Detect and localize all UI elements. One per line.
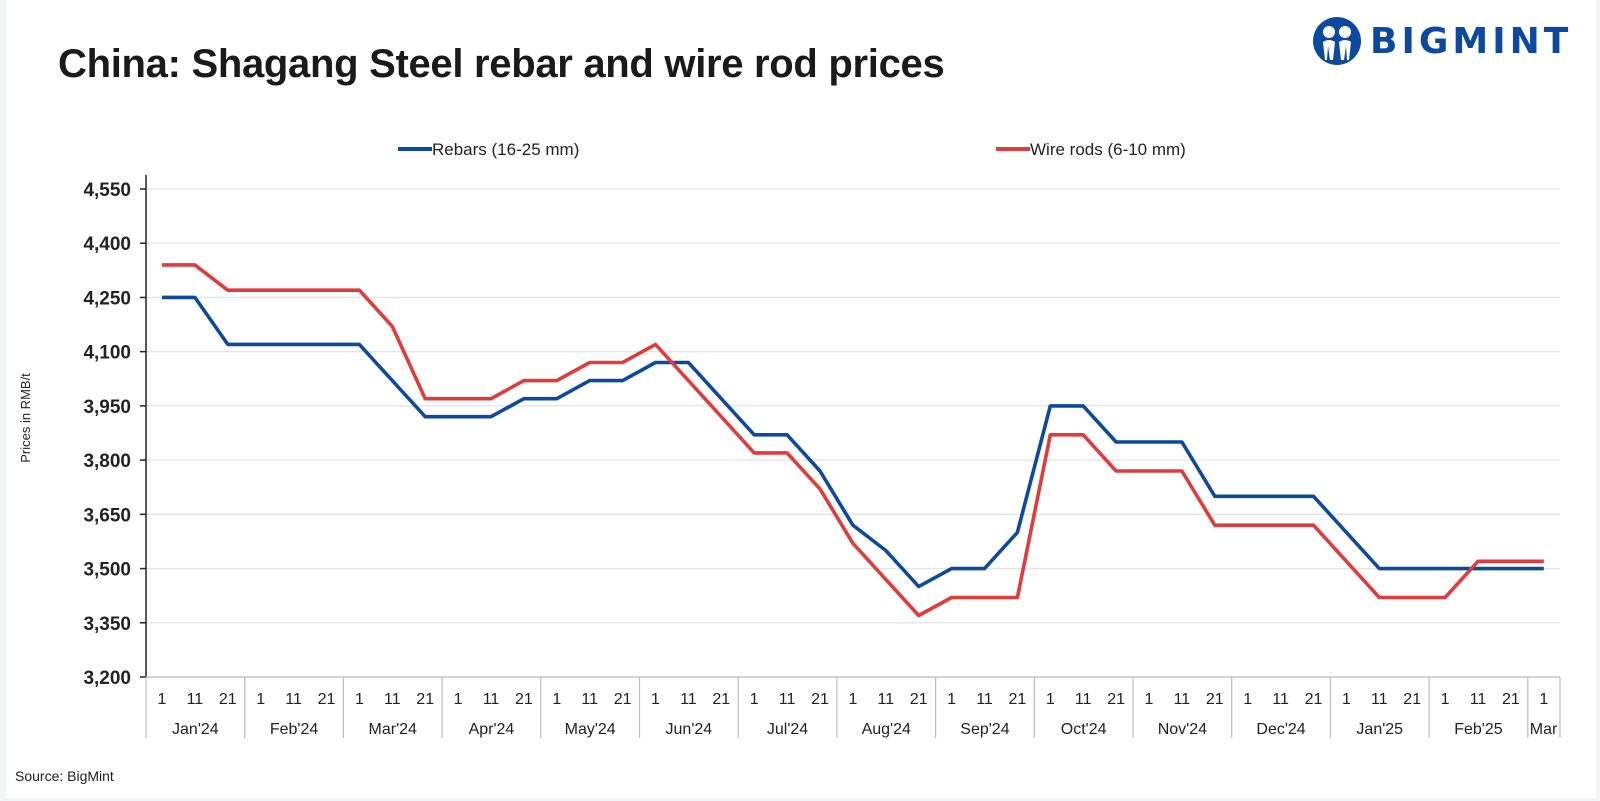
x-month-label: Aug'24 [862, 721, 911, 738]
x-month-label: May'24 [565, 721, 616, 738]
x-month-label: Apr'24 [469, 721, 515, 738]
x-month-label: Feb'24 [270, 721, 319, 738]
x-day-tick-label: 1 [651, 691, 660, 708]
x-month-label: Oct'24 [1061, 721, 1107, 738]
x-month-label: Nov'24 [1158, 721, 1207, 738]
x-day-tick-label: 21 [1403, 691, 1421, 708]
x-day-tick-label: 11 [384, 691, 401, 708]
x-month-label: Jan'24 [172, 721, 219, 738]
x-day-tick-label: 1 [1046, 691, 1055, 708]
x-day-tick-label: 21 [712, 691, 730, 708]
y-tick-label: 3,650 [83, 505, 131, 526]
chart-card [6, 0, 1596, 798]
x-day-tick-label: 11 [1272, 691, 1289, 708]
x-day-tick-label: 21 [614, 691, 632, 708]
bigmint-people-icon [1313, 17, 1361, 65]
x-day-tick-label: 11 [1470, 691, 1487, 708]
x-day-tick-label: 1 [1243, 691, 1252, 708]
x-day-tick-label: 21 [416, 691, 434, 708]
x-day-tick-label: 1 [158, 691, 167, 708]
x-month-label: Sep'24 [960, 721, 1009, 738]
x-day-tick-label: 11 [976, 691, 993, 708]
x-day-tick-label: 1 [1342, 691, 1351, 708]
x-month-label: Jun'24 [666, 721, 713, 738]
y-axis-label: Prices in RMB/t [18, 373, 33, 463]
x-day-tick-label: 11 [483, 691, 500, 708]
x-day-tick-label: 1 [848, 691, 857, 708]
x-month-label: Feb'25 [1454, 721, 1503, 738]
x-month-label: Jul'24 [767, 721, 808, 738]
x-day-tick-label: 1 [1441, 691, 1450, 708]
chart-title: China: Shagang Steel rebar and wire rod … [58, 42, 945, 86]
x-day-tick-label: 21 [1107, 691, 1125, 708]
x-day-tick-label: 21 [515, 691, 533, 708]
x-day-tick-label: 21 [1009, 691, 1027, 708]
y-tick-label: 3,950 [83, 397, 131, 418]
x-day-tick-label: 1 [750, 691, 759, 708]
x-day-tick-label: 11 [187, 691, 204, 708]
x-day-tick-label: 11 [285, 691, 302, 708]
y-tick-label: 3,500 [83, 560, 131, 581]
x-day-tick-label: 11 [877, 691, 894, 708]
bigmint-logo: BIGMINT [1312, 16, 1572, 66]
x-day-tick-label: 21 [318, 691, 336, 708]
gridlines [146, 188, 1560, 624]
legend-label: Wire rods (6-10 mm) [1030, 140, 1186, 159]
x-day-tick-label: 1 [1145, 691, 1154, 708]
y-tick-label: 3,200 [83, 668, 131, 689]
y-tick-label: 4,400 [83, 234, 131, 255]
x-day-tick-label: 21 [1502, 691, 1520, 708]
legend-label: Rebars (16-25 mm) [432, 140, 579, 159]
x-day-tick-label: 11 [1174, 691, 1191, 708]
x-day-tick-label: 21 [910, 691, 928, 708]
x-day-tick-label: 11 [779, 691, 796, 708]
x-month-label: Jan'25 [1356, 721, 1403, 738]
y-tick-label: 3,800 [83, 451, 131, 472]
x-day-tick-label: 1 [256, 691, 265, 708]
x-month-label: Dec'24 [1256, 721, 1305, 738]
legend: Rebars (16-25 mm) Wire rods (6-10 mm) [398, 140, 1186, 159]
x-day-tick-label: 1 [947, 691, 956, 708]
x-day-tick-label: 21 [811, 691, 829, 708]
y-axis: 3,200 3,350 3,500 3,650 3,800 3,950 4,100 4,250… [83, 175, 147, 689]
x-day-tick-label: 11 [680, 691, 697, 708]
y-tick-label: 4,550 [83, 180, 131, 201]
x-day-tick-label: 1 [1539, 691, 1548, 708]
series-lines [162, 263, 1544, 618]
source-note: Source: BigMint [15, 768, 114, 784]
x-day-tick-label: 21 [1305, 691, 1323, 708]
y-tick-label: 4,100 [83, 343, 131, 364]
y-tick-label: 4,250 [83, 288, 131, 309]
x-month-label: Mar'24 [369, 721, 418, 738]
x-day-tick-label: 11 [581, 691, 598, 708]
series-line-rebars [162, 295, 1544, 589]
logo-text: BIGMINT [1370, 20, 1573, 62]
x-month-label: Mar [1530, 721, 1558, 738]
x-day-tick-label: 1 [552, 691, 561, 708]
x-day-tick-label: 1 [355, 691, 364, 708]
x-day-tick-label: 11 [1075, 691, 1092, 708]
x-day-tick-label: 11 [1371, 691, 1388, 708]
series-line-wire-rods [162, 263, 1544, 618]
y-tick-label: 3,350 [83, 614, 131, 635]
x-day-tick-label: 1 [454, 691, 463, 708]
x-day-tick-label: 21 [1206, 691, 1224, 708]
x-day-tick-label: 21 [219, 691, 237, 708]
